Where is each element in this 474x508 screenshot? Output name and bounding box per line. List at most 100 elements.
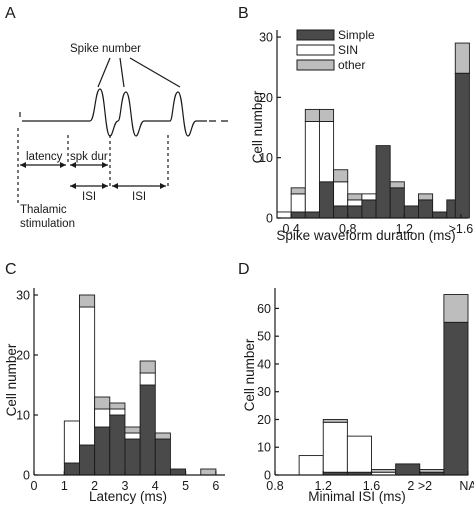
bar-sin [109,408,126,416]
x-tick-label: 0 [31,479,38,493]
bar-simple [454,72,470,219]
x-tick-label: 2 >2 [407,479,432,493]
x-tick-label: 4 [152,479,159,493]
bar-other [347,193,363,201]
legend-label-sin: SIN [338,43,358,57]
bar-simple [169,468,187,476]
bar-other [304,108,320,122]
bar-simple [139,384,156,476]
bar-simple [124,438,141,476]
y-axis-label: Cell number [250,90,265,163]
panel-label-c: C [5,261,17,278]
legend-swatch-sin [296,44,335,56]
x-axis-label: Minimal ISI (ms) [308,489,406,504]
bar-simple [418,199,434,219]
bars-group [63,294,217,476]
legend-swatch-simple [296,29,335,41]
isi-label-2: ISI [132,191,146,203]
x-tick-label: NA [459,479,474,493]
bar-simple [304,211,320,219]
axes-group: 0 10 20 30 40 50 60 0.8 1.2 1.6 2 >2 NA [257,288,474,493]
y-tick-label: 40 [257,357,271,371]
bar-simple [361,199,377,219]
chart-spike-duration: 0 10 20 30 0.4 0.8 1.2 >1.6 Spike waveform dura… [250,30,473,243]
bar-simple [443,321,469,476]
legend-label-other: other [338,58,365,72]
x-tick-label: 1.6 [363,479,380,493]
bar-other [139,360,156,374]
spike-number-pointer [119,57,125,88]
bar-sin [347,199,363,207]
y-tick-label: 0 [264,469,271,483]
bar-simple [154,438,171,476]
x-tick-label: 3 [121,479,128,493]
bar-simple [347,205,363,219]
bar-simple [395,463,421,476]
legend-label-simple: Simple [338,28,375,42]
bar-sin [318,121,335,183]
bar-sin [333,181,349,207]
bar-other [454,42,470,74]
panel-label-a: A [5,5,16,22]
y-tick-label: 20 [259,91,273,105]
x-tick-label: >1.6 [449,222,474,236]
panel-label-b: B [238,5,249,22]
chart-latency: 0 10 20 30 0 1 2 3 4 5 6 Latency (ms) Cell number [4,288,225,504]
y-tick-label: 0 [23,469,30,483]
y-tick-label: 20 [16,349,30,363]
isi-label-1: ISI [82,191,96,203]
isi-arrowheads-2 [112,183,166,189]
bar-simple [375,145,391,219]
x-tick-label: 0.8 [339,222,356,236]
bar-other [154,432,171,440]
y-tick-label: 0 [266,212,273,226]
bar-sin [346,435,372,473]
x-tick-label: 1.2 [396,222,413,236]
y-tick-label: 50 [257,330,271,344]
y-tick-label: 30 [259,31,273,45]
axes-group: 0 10 20 30 0 1 2 3 4 5 6 [16,288,225,493]
bar-sin [361,193,377,201]
bar-simple [79,444,96,476]
bar-sin [304,121,320,213]
y-tick-label: 10 [259,151,273,165]
bar-simple [63,462,80,476]
bar-sin [124,432,141,440]
bar-other [94,396,111,410]
bar-sin [322,421,348,473]
bar-simple [432,211,448,219]
bar-sin [290,193,306,213]
y-tick-label: 10 [257,441,271,455]
x-axis-label: Latency (ms) [89,489,167,504]
x-tick-label: 0.4 [282,222,299,236]
bar-sin [63,420,80,464]
legend: Simple SIN other [296,28,375,72]
x-tick-label: 1 [61,479,68,493]
bar-simple [290,211,306,219]
bar-other [124,426,141,434]
x-tick-label: 2 [91,479,98,493]
bar-simple [403,205,419,219]
bar-other [318,108,335,122]
bar-other [371,469,397,473]
chart-minimal-isi: 0 10 20 30 40 50 60 0.8 1.2 1.6 2 >2 NA Minimal ISI… [242,288,474,504]
x-axis-label: Spike waveform duration (ms) [276,228,455,243]
y-axis-label: Cell number [4,343,19,416]
spike-number-pointer [97,57,111,88]
bar-other [389,181,405,189]
x-tick-label: 6 [212,479,219,493]
bar-sin [298,455,324,476]
bar-other [322,419,348,423]
x-tick-label: 0.8 [266,479,283,493]
bar-other [79,294,96,308]
legend-swatch-other [296,59,335,71]
bar-other [290,187,306,195]
bar-other [418,193,434,201]
spike-schematic: Spike number latency spk dur ISI ISI Tha… [17,43,232,230]
spike-trace [22,88,207,137]
bar-sin [94,408,111,428]
y-tick-label: 60 [257,302,271,316]
bar-simple [318,181,335,219]
x-tick-label: 5 [182,479,189,493]
